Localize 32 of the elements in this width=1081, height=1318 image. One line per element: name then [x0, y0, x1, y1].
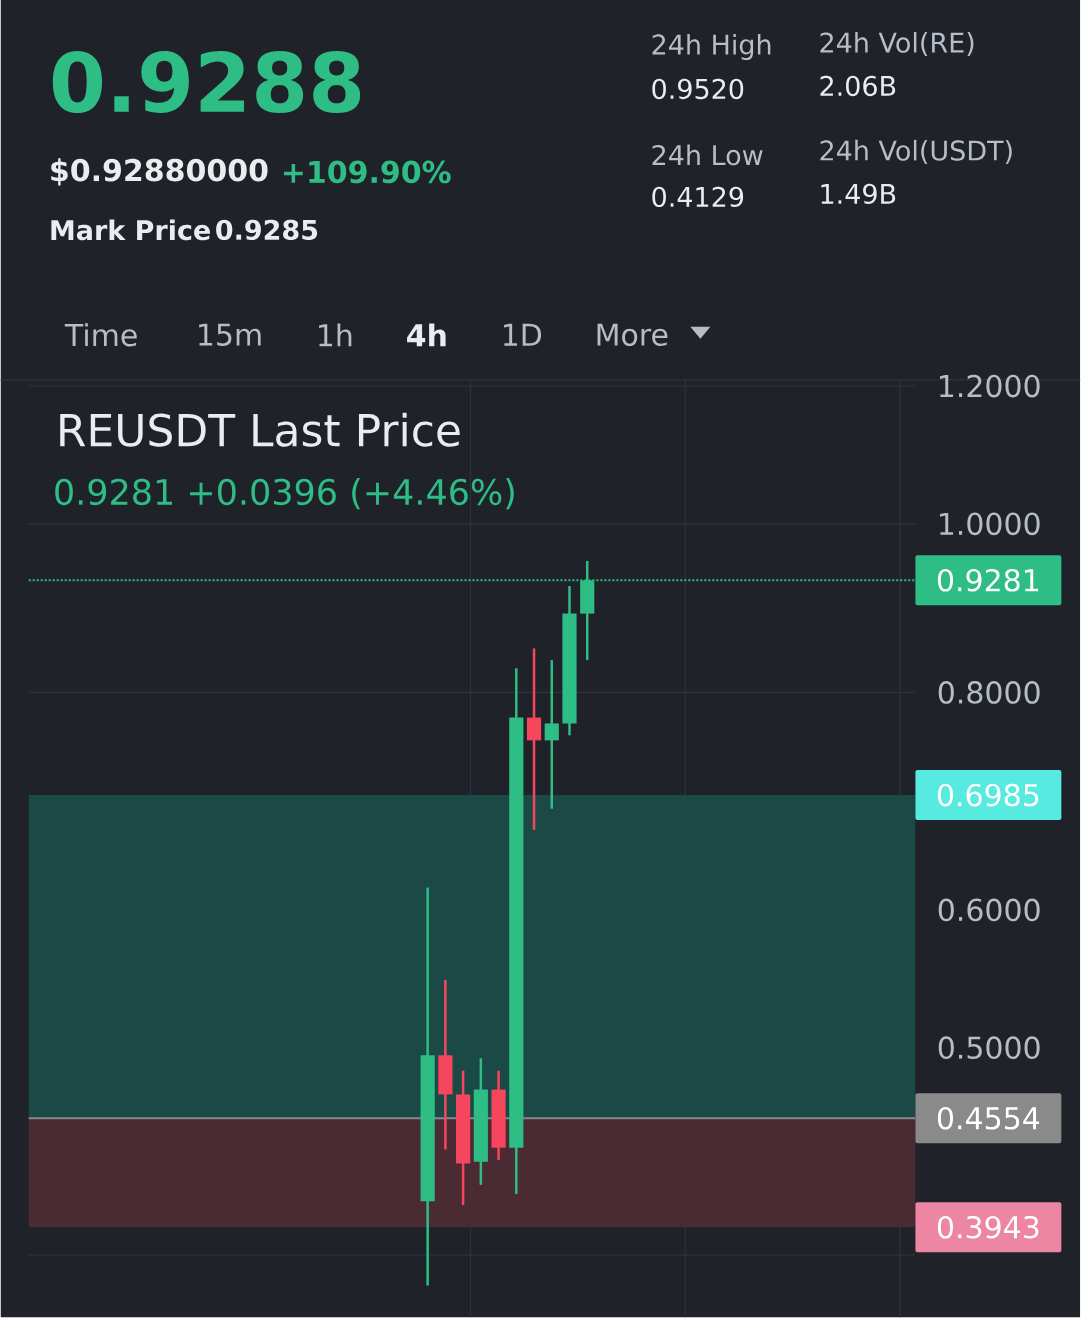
y-tick-label: 0.8000: [938, 681, 1040, 704]
text: 0.9520: [652, 78, 744, 100]
text: REUSDT Last Price: [60, 412, 460, 447]
text: 1h: [319, 323, 352, 347]
text: 2.06B: [820, 75, 896, 97]
text: 1D: [504, 323, 542, 346]
text: More: [597, 323, 668, 346]
text: 24h High: [652, 33, 771, 61]
text: Mark Price: [51, 219, 211, 241]
text: 0.9288: [52, 50, 361, 113]
text: 0.9285: [216, 219, 318, 241]
ref-line-label: 0.9281: [937, 568, 1039, 592]
candlestick: [544, 658, 559, 810]
text: 4h: [407, 323, 446, 347]
text: 0.4129: [652, 186, 744, 208]
text: 24h Vol(USDT): [820, 139, 1012, 164]
band-label: 0.3943: [937, 1215, 1039, 1239]
text: Time: [64, 323, 137, 347]
text: 0.9281 +0.0396 (+4.46%): [55, 478, 514, 510]
text: +109.90%: [284, 160, 451, 184]
text: 24h Vol(RE): [820, 31, 974, 56]
text: 15m: [199, 323, 261, 346]
band-label: 0.6985: [937, 783, 1039, 807]
candlestick: [527, 647, 542, 832]
y-tick-label: 0.6000: [938, 898, 1040, 922]
y-tick-label: 0.5000: [938, 1036, 1040, 1059]
text: 1.49B: [821, 183, 896, 205]
y-tick-label: 1.2000: [940, 374, 1040, 398]
text: $0.92880000: [51, 158, 268, 186]
text: 24h Low: [652, 144, 763, 166]
y-tick-label: 1.0000: [940, 512, 1040, 536]
ref-line-label: 0.4554: [937, 1106, 1040, 1130]
